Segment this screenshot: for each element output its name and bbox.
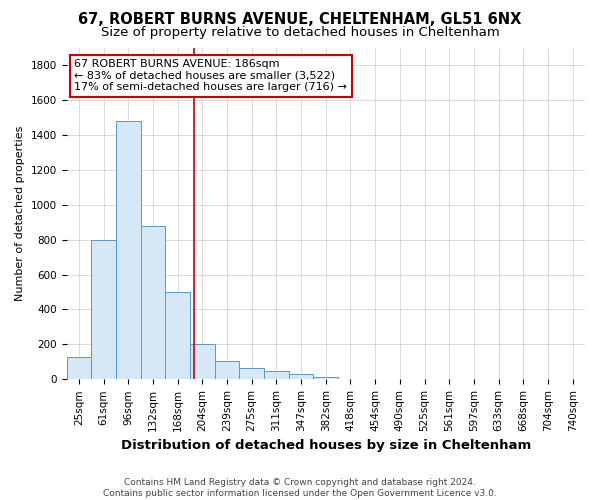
Text: Contains HM Land Registry data © Crown copyright and database right 2024.
Contai: Contains HM Land Registry data © Crown c… xyxy=(103,478,497,498)
Bar xyxy=(91,240,116,380)
Text: 67, ROBERT BURNS AVENUE, CHELTENHAM, GL51 6NX: 67, ROBERT BURNS AVENUE, CHELTENHAM, GL5… xyxy=(79,12,521,28)
Y-axis label: Number of detached properties: Number of detached properties xyxy=(15,126,25,301)
Bar xyxy=(264,372,289,380)
Text: 67 ROBERT BURNS AVENUE: 186sqm
← 83% of detached houses are smaller (3,522)
17% : 67 ROBERT BURNS AVENUE: 186sqm ← 83% of … xyxy=(74,59,347,92)
Bar xyxy=(190,344,215,380)
Bar xyxy=(140,226,165,380)
Bar xyxy=(116,121,140,380)
Bar xyxy=(289,374,313,380)
Text: Size of property relative to detached houses in Cheltenham: Size of property relative to detached ho… xyxy=(101,26,499,39)
Bar xyxy=(165,292,190,380)
Bar xyxy=(239,368,264,380)
Bar xyxy=(313,376,338,380)
Bar xyxy=(67,356,91,380)
Bar xyxy=(215,361,239,380)
X-axis label: Distribution of detached houses by size in Cheltenham: Distribution of detached houses by size … xyxy=(121,440,531,452)
